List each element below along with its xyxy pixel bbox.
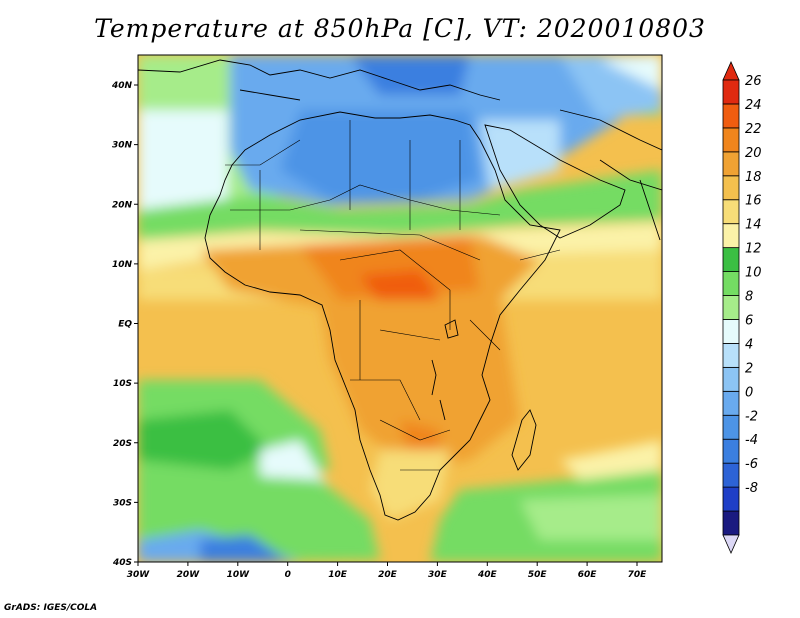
x-tick-label: 60E [578,570,598,580]
x-tick-label: 10W [227,570,251,580]
x-axis: 30W 20W 10W 0 10E 20E 30E 40E 50E 60E 70E [127,562,647,580]
colorbar-swatch [722,486,740,512]
plot-frame [137,54,663,563]
y-tick-label: 10S [113,379,132,389]
colorbar-swatch [722,271,740,296]
colorbar-label: 2 [745,361,753,376]
y-tick-label: 30N [112,141,133,151]
colorbar-swatch [722,462,740,488]
colorbar-label: 0 [745,385,753,400]
coastlines [138,59,662,521]
y-tick-label: 10N [112,260,133,270]
colorbar-label: -6 [745,457,758,472]
colorbar-swatch [722,390,740,416]
x-tick-label: 30E [428,570,448,580]
colorbar-label: -8 [745,481,758,496]
y-tick-label: EQ [118,320,132,330]
colorbar-label: 8 [745,290,753,305]
colorbar-label: 6 [745,313,753,328]
colorbar-label: -2 [745,409,758,424]
x-tick-label: 50E [528,570,548,580]
x-tick-label: 30W [127,570,151,580]
x-tick-label: 20E [378,570,398,580]
y-axis: 40N 30N 20N 10N EQ 10S 20S 30S 40S [111,81,138,568]
colorbar-label: 14 [745,218,762,233]
colorbar-swatch [722,175,740,201]
x-tick-label: 40E [477,570,498,580]
colorbar-swatch [722,151,740,177]
y-tick-label: 20N [112,200,133,210]
y-tick-label: 30S [113,498,132,508]
credit-text: GrADS: IGES/COLA [4,603,98,613]
temperature-field [138,55,662,562]
colorbar-swatch [722,79,740,105]
x-tick-label: 0 [285,570,291,580]
colorbar-swatch [722,103,740,129]
x-tick-label: 10E [328,570,348,580]
colorbar-swatch [722,295,740,320]
colorbar-label: 16 [745,194,762,209]
colorbar-label: 18 [745,170,762,185]
colorbar-over-arrow [722,61,740,81]
colorbar-swatch [722,223,740,249]
colorbar-swatch [722,127,740,153]
colorbar-label: -4 [745,433,758,448]
colorbar-swatch [722,343,740,368]
colorbar-under-arrow [722,534,740,554]
y-tick-label: 20S [113,439,132,449]
colorbar-swatch [722,510,740,536]
colorbar-swatch [722,366,740,392]
colorbar-label: 10 [745,266,762,281]
y-tick-label: 40N [111,81,133,91]
colorbar-label: 12 [745,242,762,257]
colorbar-swatch [722,199,740,225]
colorbar-swatch [722,247,740,272]
x-tick-label: 20W [177,570,201,580]
colorbar-swatch [722,319,740,344]
colorbar-swatch [722,438,740,464]
colorbar-label: 24 [745,98,762,113]
colorbar-label: 20 [745,146,762,161]
colorbar-label: 26 [745,74,762,89]
y-tick-label: 40S [112,558,132,568]
colorbar-label: 4 [745,337,753,352]
x-tick-label: 70E [628,570,648,580]
page-title: Temperature at 850hPa [C], VT: 202001080… [94,14,706,43]
country-borders [225,120,561,471]
colorbar-label: 22 [745,122,762,137]
colorbar-swatch [722,414,740,440]
